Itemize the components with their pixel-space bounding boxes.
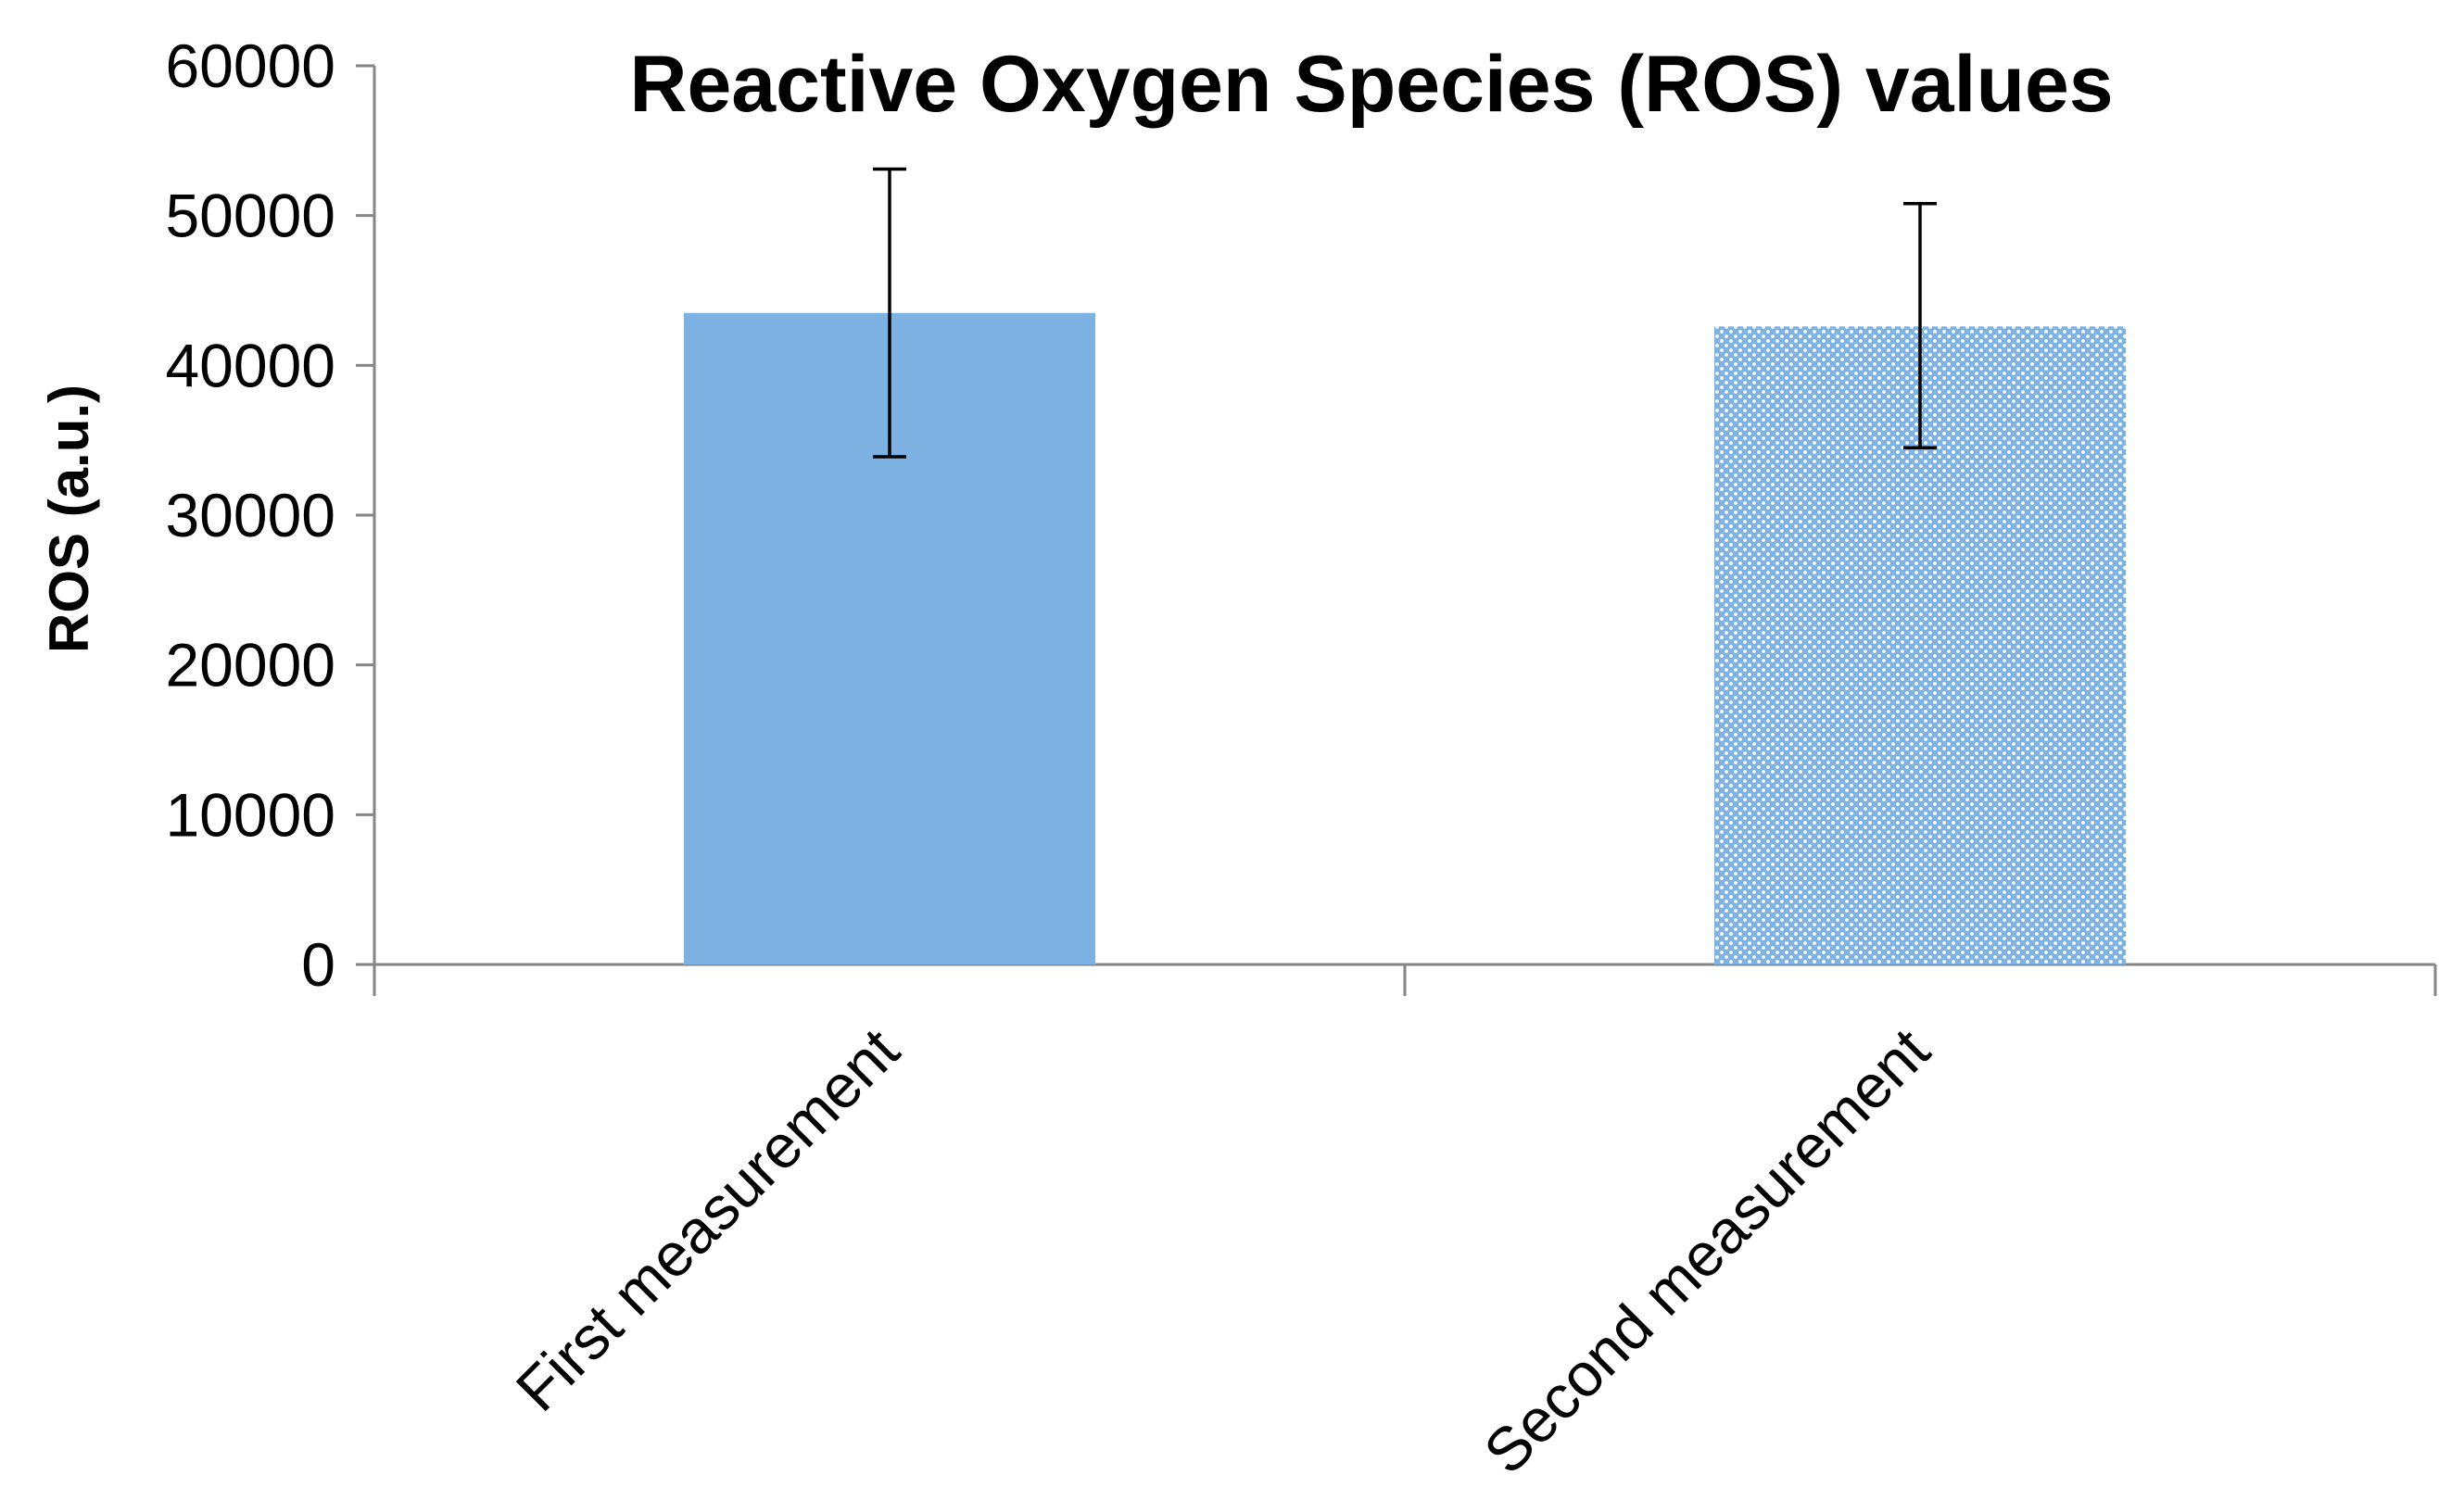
error-bars — [873, 167, 1937, 459]
y-axis-ticks: 0 10000 20000 30000 40000 50000 60000 — [165, 32, 374, 999]
chart-title: Reactive Oxygen Species (ROS) values — [629, 40, 2113, 129]
y-tick-label: 10000 — [165, 780, 335, 849]
x-tick-label: Second measurement — [1471, 1015, 1942, 1487]
y-tick-label: 0 — [301, 930, 335, 999]
x-tick-label: First measurement — [503, 1015, 912, 1424]
axes — [373, 66, 2437, 996]
error-bar-2 — [1903, 201, 1937, 449]
y-tick-label: 40000 — [165, 331, 335, 399]
x-axis-tick-labels: First measurement Second measurement — [503, 1015, 1942, 1487]
y-tick-label: 50000 — [165, 182, 335, 250]
error-bar-1 — [873, 167, 906, 459]
y-axis-label: ROS (a.u.) — [38, 384, 100, 653]
y-tick-label: 60000 — [165, 32, 335, 100]
y-tick-label: 20000 — [165, 631, 335, 700]
y-tick-label: 30000 — [165, 481, 335, 549]
bars — [684, 312, 2126, 964]
